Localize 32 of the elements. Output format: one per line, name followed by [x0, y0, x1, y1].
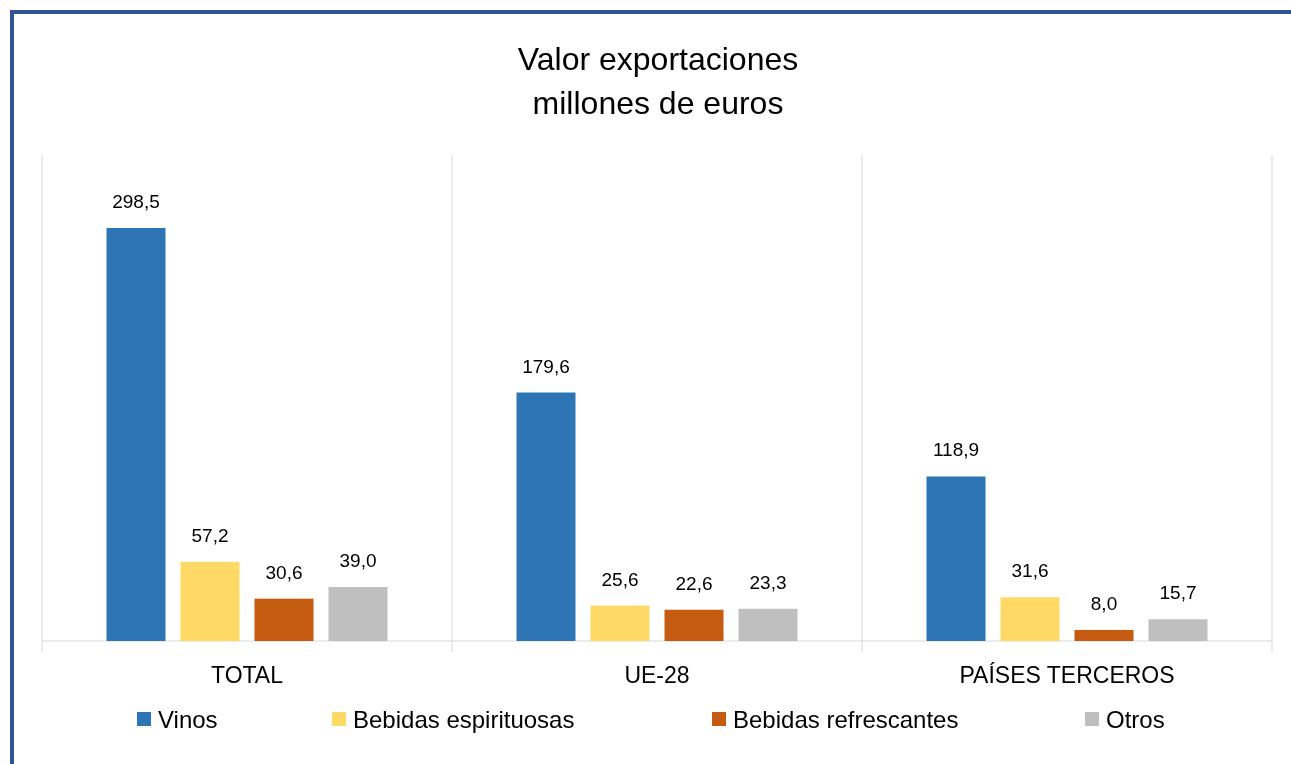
data-label: 39,0: [339, 550, 377, 572]
bar: [926, 476, 986, 641]
bar: [1074, 629, 1134, 641]
data-label: 298,5: [112, 191, 160, 212]
bar: [738, 608, 798, 641]
legend-label: Otros: [1106, 706, 1165, 733]
data-label: 15,7: [1159, 582, 1197, 604]
bar: [254, 598, 314, 641]
data-label: 25,6: [601, 568, 639, 590]
data-label: 30,6: [265, 561, 303, 583]
bar: [1000, 597, 1060, 641]
bar: [1148, 619, 1208, 641]
bar: [590, 605, 650, 641]
x-tick-label: PAÍSES TERCEROS: [959, 662, 1175, 688]
legend-label: Vinos: [158, 706, 218, 733]
bar: [180, 561, 240, 641]
legend-label: Bebidas refrescantes: [733, 706, 959, 733]
data-label: 179,6: [522, 355, 570, 377]
bar: [106, 228, 166, 641]
x-tick-label: UE-28: [624, 662, 690, 688]
bar: [664, 609, 724, 641]
data-label: 22,6: [675, 572, 713, 594]
bar: [328, 587, 388, 641]
data-label: 23,3: [749, 571, 787, 593]
data-label: 57,2: [191, 524, 229, 546]
bar: [516, 392, 576, 641]
data-label: 118,9: [932, 439, 980, 461]
x-tick-label: TOTAL: [211, 662, 284, 688]
legend-label: Bebidas espirituosas: [353, 706, 575, 733]
data-label: 31,6: [1011, 560, 1049, 582]
chart-title: Valor exportaciones millones de euros: [517, 41, 799, 121]
data-label: 8,0: [1090, 592, 1118, 614]
